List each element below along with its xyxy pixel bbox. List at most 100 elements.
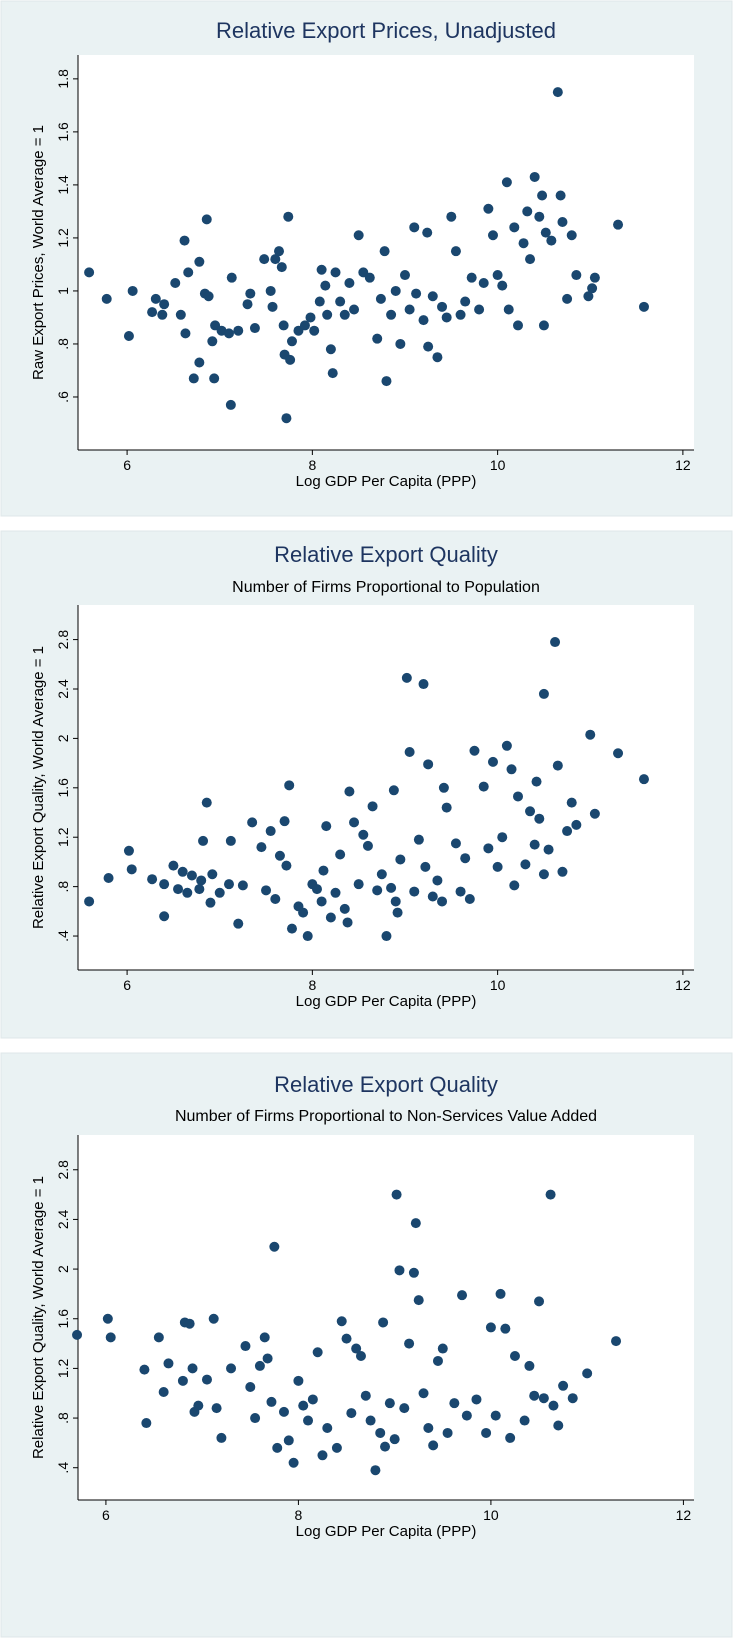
point bbox=[408, 1267, 419, 1278]
point bbox=[335, 296, 346, 307]
x-tick-label: 12 bbox=[676, 1507, 692, 1523]
point bbox=[168, 860, 179, 871]
point bbox=[518, 238, 529, 249]
point bbox=[583, 291, 594, 302]
point bbox=[339, 309, 350, 320]
point bbox=[566, 230, 577, 241]
point bbox=[506, 764, 517, 775]
point bbox=[423, 341, 434, 352]
point bbox=[567, 1393, 578, 1404]
point bbox=[327, 368, 338, 379]
point bbox=[198, 835, 209, 846]
point bbox=[423, 759, 434, 770]
point bbox=[562, 826, 573, 837]
point bbox=[611, 1336, 622, 1347]
point bbox=[478, 277, 489, 288]
point bbox=[163, 1358, 174, 1369]
point bbox=[437, 301, 448, 312]
point bbox=[307, 1394, 318, 1405]
point bbox=[455, 309, 466, 320]
point bbox=[317, 1450, 328, 1461]
point bbox=[529, 839, 540, 850]
point bbox=[483, 203, 494, 214]
y-tick-label: 1.2 bbox=[55, 827, 71, 847]
y-tick-label: 2 bbox=[55, 1265, 71, 1273]
x-tick-label: 8 bbox=[308, 457, 316, 473]
point bbox=[207, 336, 218, 347]
point bbox=[266, 1396, 277, 1407]
point bbox=[540, 227, 551, 238]
point bbox=[281, 860, 292, 871]
point bbox=[420, 861, 431, 872]
chart-subtitle: Number of Firms Proportional to Populati… bbox=[232, 579, 540, 596]
point bbox=[557, 866, 568, 877]
x-tick-label: 10 bbox=[490, 977, 506, 993]
point bbox=[437, 1343, 448, 1354]
point bbox=[537, 190, 548, 201]
point bbox=[562, 293, 573, 304]
point bbox=[267, 301, 278, 312]
point bbox=[613, 219, 624, 230]
point bbox=[587, 283, 598, 294]
point bbox=[441, 312, 452, 323]
chart-title: Relative Export Quality bbox=[274, 542, 498, 567]
y-tick-label: 1.8 bbox=[55, 69, 71, 89]
point bbox=[538, 1393, 549, 1404]
point bbox=[216, 1432, 227, 1443]
point bbox=[209, 373, 220, 384]
point bbox=[201, 797, 212, 808]
point bbox=[281, 413, 292, 424]
point bbox=[546, 235, 557, 246]
y-axis-label: Raw Export Prices, World Average = 1 bbox=[30, 125, 47, 380]
point bbox=[380, 1441, 391, 1452]
point bbox=[418, 1388, 429, 1399]
point bbox=[509, 222, 520, 233]
point bbox=[84, 896, 95, 907]
point bbox=[330, 267, 341, 278]
point bbox=[103, 872, 114, 883]
point bbox=[501, 740, 512, 751]
point bbox=[250, 1413, 261, 1424]
point bbox=[522, 206, 533, 217]
point bbox=[432, 875, 443, 886]
point bbox=[159, 299, 170, 310]
x-tick-label: 6 bbox=[102, 1507, 110, 1523]
point bbox=[418, 315, 429, 326]
point bbox=[409, 886, 420, 897]
point bbox=[276, 262, 287, 273]
plot-area bbox=[78, 1135, 694, 1500]
point bbox=[538, 869, 549, 880]
point bbox=[194, 884, 205, 895]
point bbox=[571, 270, 582, 281]
point bbox=[381, 376, 392, 387]
point bbox=[201, 214, 212, 225]
point bbox=[485, 1322, 496, 1333]
point bbox=[226, 272, 237, 283]
point bbox=[372, 333, 383, 344]
x-axis-label: Log GDP Per Capita (PPP) bbox=[296, 993, 477, 1010]
point bbox=[240, 1341, 251, 1352]
point bbox=[157, 309, 168, 320]
point bbox=[390, 285, 401, 296]
point bbox=[159, 879, 170, 890]
point bbox=[349, 304, 360, 315]
point bbox=[321, 821, 332, 832]
point bbox=[466, 272, 477, 283]
point bbox=[566, 797, 577, 808]
point bbox=[525, 254, 536, 265]
point bbox=[487, 230, 498, 241]
y-tick-label: 2.4 bbox=[55, 1209, 71, 1229]
point bbox=[139, 1364, 150, 1375]
point bbox=[245, 288, 256, 299]
point bbox=[316, 896, 327, 907]
point bbox=[474, 304, 485, 315]
point bbox=[105, 1332, 116, 1343]
point bbox=[322, 309, 333, 320]
point bbox=[552, 87, 563, 98]
point bbox=[501, 177, 512, 188]
point bbox=[427, 891, 438, 902]
point bbox=[316, 264, 327, 275]
point bbox=[331, 1442, 342, 1453]
y-tick-label: .4 bbox=[55, 930, 71, 942]
y-tick-label: 1 bbox=[55, 287, 71, 295]
